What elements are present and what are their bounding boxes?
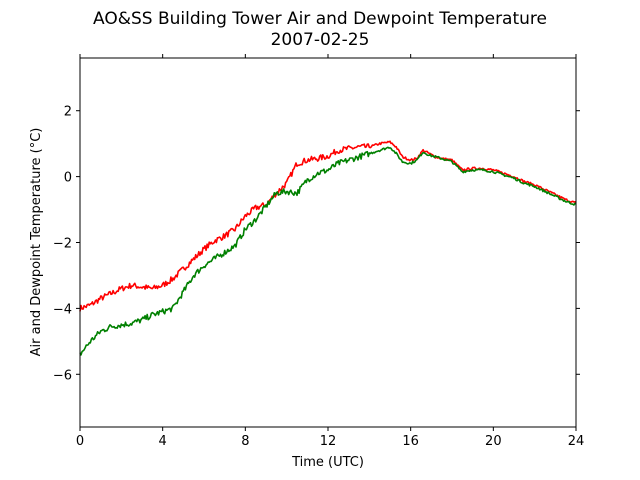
x-tick-label: 8 [241,434,249,449]
series-layer [79,140,577,356]
y-axis-label: Air and Dewpoint Temperature (°C) [29,128,44,357]
series-line-1 [79,140,577,312]
x-tick-label: 12 [320,434,337,449]
y-tick-label: −6 [53,368,72,383]
x-tick-label: 24 [568,434,585,449]
x-tick-label: 20 [485,434,502,449]
x-axis-label: Time (UTC) [291,455,364,470]
plot-area [80,58,576,427]
series-line-2 [79,146,577,356]
y-tick-label: −2 [53,237,72,252]
x-tick-label: 0 [76,434,84,449]
x-axis: 0 4 8 12 16 20 24 [76,54,584,449]
x-tick-label: 4 [159,434,167,449]
x-tick-label: 16 [402,434,419,449]
y-tick-label: −4 [53,302,72,317]
chart-subtitle: 2007-02-25 [271,30,370,50]
chart-title: AO&SS Building Tower Air and Dewpoint Te… [93,9,547,29]
y-tick-label: 0 [64,171,72,186]
y-axis: −6 −4 −2 0 2 [53,105,580,383]
y-tick-label: 2 [64,105,72,120]
